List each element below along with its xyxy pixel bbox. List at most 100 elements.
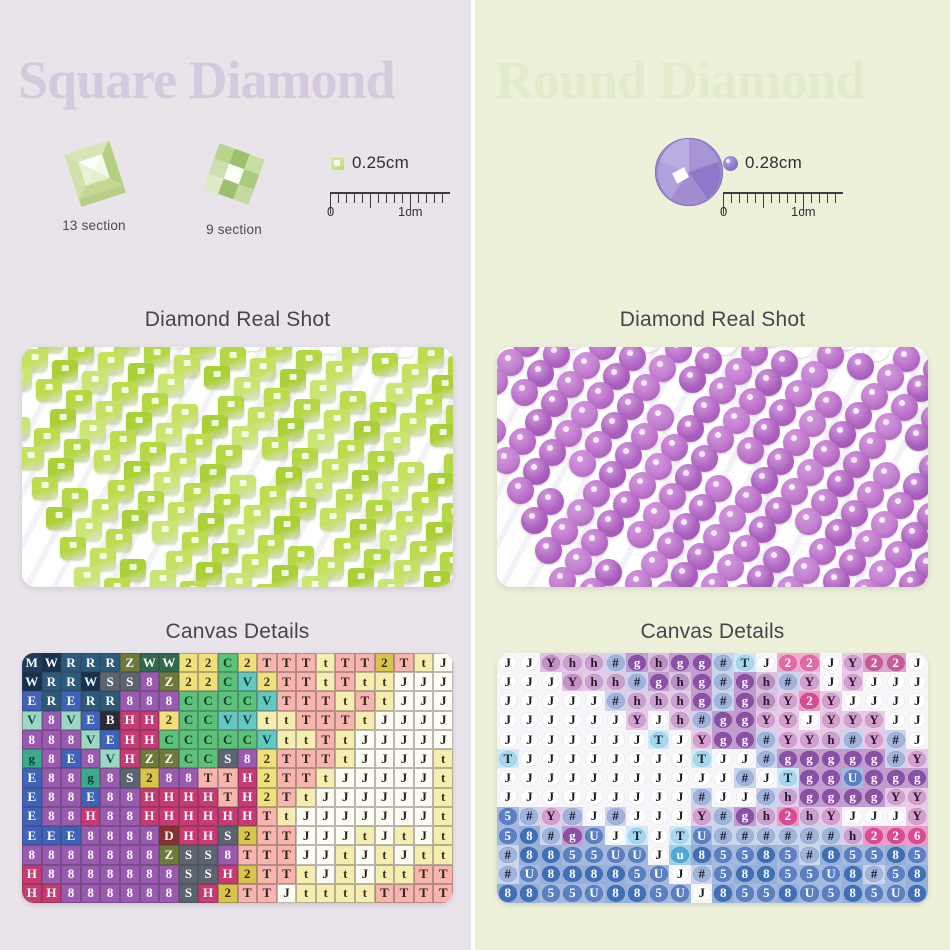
grid-cell: 8 — [540, 864, 562, 884]
cell-symbol: g — [849, 789, 856, 805]
grid-cell: H — [139, 729, 160, 750]
drill-facet — [329, 512, 337, 519]
grid-cell: # — [777, 826, 799, 846]
grid-cell: 5 — [497, 806, 519, 827]
square-drill — [94, 450, 120, 473]
cell-symbol: 8 — [146, 673, 153, 689]
drill-facet — [925, 509, 928, 516]
cell-symbol: 8 — [547, 846, 555, 862]
cell-dot — [671, 673, 690, 690]
grid-cell: t — [433, 826, 453, 846]
cell-symbol: Y — [890, 789, 901, 805]
grid-cell: H — [119, 729, 140, 750]
drill-facet — [587, 584, 594, 587]
grid-cell: Y — [540, 806, 562, 827]
square-drill — [158, 374, 184, 397]
grid-cell: T — [296, 768, 316, 788]
grid-cell: 2 — [257, 672, 277, 692]
ruler-baseline — [723, 192, 843, 194]
cell-symbol: 6 — [913, 827, 921, 843]
cell-dot — [821, 654, 841, 671]
square-drill — [426, 522, 452, 545]
square-drill — [152, 521, 178, 544]
grid-cell: U — [690, 826, 713, 846]
cell-symbol: U — [653, 866, 664, 882]
cell-symbol: J — [420, 712, 427, 728]
drill-facet — [899, 400, 906, 407]
cell-dot — [692, 692, 711, 710]
drill-facet — [791, 435, 798, 442]
grid-cell: 8 — [604, 864, 627, 884]
cell-symbol: T — [419, 866, 428, 882]
cell-dot — [649, 769, 668, 787]
cell-symbol: 8 — [146, 827, 153, 843]
grid-cell: E — [80, 787, 101, 807]
cell-symbol: J — [569, 712, 576, 728]
cell-symbol: # — [698, 712, 705, 728]
grid-cell: g — [906, 768, 928, 788]
cell-dot — [606, 866, 625, 883]
cell-dot — [865, 789, 884, 806]
grid-cell: J — [433, 672, 453, 692]
drill-facet — [831, 574, 838, 581]
grid-cell: J — [884, 672, 907, 692]
square-drill — [248, 407, 274, 430]
cell-symbol: T — [282, 654, 291, 670]
drill-facet — [335, 365, 343, 372]
cell-symbol: 5 — [504, 827, 512, 843]
cell-dot — [606, 789, 625, 806]
drill-facet — [55, 511, 63, 518]
grid-cell: 2 — [237, 826, 258, 846]
cell-symbol: J — [361, 769, 369, 785]
square-drill — [322, 459, 348, 482]
grid-cell: T — [217, 768, 238, 788]
cell-symbol: t — [303, 789, 309, 805]
grid-cell: J — [647, 845, 670, 865]
cell-symbol: # — [612, 693, 619, 709]
cell-symbol: 2 — [892, 654, 899, 670]
grid-cell: g — [712, 710, 735, 730]
cell-symbol: J — [720, 789, 727, 805]
ruler-tick — [338, 192, 340, 203]
cell-symbol: # — [698, 866, 705, 882]
cell-symbol: 8 — [48, 808, 55, 824]
cell-symbol: # — [612, 654, 619, 670]
drill-facet — [449, 556, 453, 563]
grid-cell: V — [80, 729, 101, 750]
ruler-tick — [827, 192, 829, 203]
cell-symbol: 8 — [67, 846, 75, 862]
cell-dot — [541, 789, 560, 806]
grid-cell: T — [433, 864, 453, 884]
square-drill — [220, 347, 246, 370]
drill-facet — [297, 550, 305, 557]
drill-facet — [501, 453, 508, 460]
drill-facet — [651, 508, 658, 515]
grid-cell: h — [669, 691, 691, 711]
round-drill-photo — [497, 347, 928, 587]
cell-dot — [821, 673, 841, 690]
square-drill — [326, 361, 352, 384]
cell-symbol: C — [203, 693, 213, 709]
drill-facet — [609, 418, 616, 425]
drill-facet — [361, 474, 369, 481]
cell-dot — [541, 692, 560, 710]
grid-cell: t — [296, 787, 316, 807]
cell-dot — [498, 808, 517, 825]
grid-cell: H — [139, 710, 160, 730]
cell-symbol: E — [86, 789, 95, 805]
cell-symbol: J — [526, 693, 533, 709]
cell-symbol: 8 — [87, 827, 94, 843]
drill-facet — [911, 479, 918, 486]
square-drill — [430, 424, 453, 447]
cell-symbol: g — [784, 750, 792, 766]
cell-dot — [800, 885, 819, 902]
square-drill — [364, 549, 390, 572]
cell-symbol: J — [633, 789, 641, 805]
drill-facet — [117, 484, 125, 491]
cell-symbol: H — [124, 750, 135, 766]
cell-symbol: H — [203, 789, 214, 805]
grid-cell: J — [540, 691, 562, 711]
cell-symbol: H — [242, 789, 253, 805]
cell-symbol: J — [892, 693, 899, 709]
